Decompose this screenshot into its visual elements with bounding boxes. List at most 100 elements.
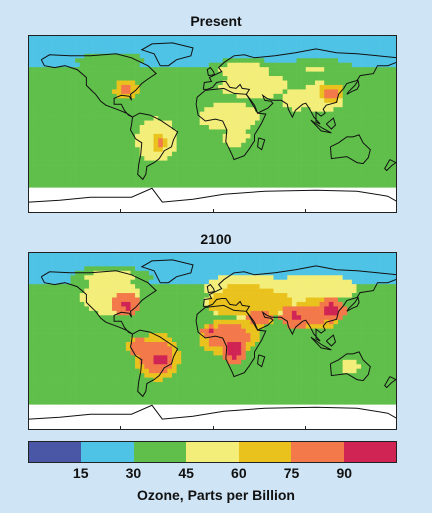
- ozone-cell: [301, 279, 307, 285]
- ozone-cell: [245, 275, 251, 280]
- ozone-cell: [176, 165, 182, 170]
- ozone-cell: [241, 138, 247, 144]
- ozone-cell: [338, 182, 343, 188]
- ozone-cell: [70, 261, 76, 267]
- ozone-cell: [319, 364, 325, 369]
- ozone-cell: [102, 288, 108, 294]
- ozone-cell: [38, 147, 44, 152]
- ozone-cell: [116, 165, 122, 170]
- ozone-cell: [278, 266, 283, 272]
- ozone-cell: [241, 350, 247, 356]
- ozone-cell: [38, 257, 44, 263]
- ozone-cell: [296, 386, 302, 392]
- ozone-cell: [121, 125, 127, 130]
- ozone-cell: [305, 173, 311, 179]
- ozone-cell: [333, 288, 339, 294]
- ozone-cell: [79, 284, 85, 289]
- ozone-cell: [135, 288, 140, 294]
- ozone-cell: [135, 364, 140, 369]
- ozone-cell: [56, 182, 62, 188]
- ozone-cell: [42, 182, 48, 188]
- ozone-cell: [125, 377, 131, 383]
- ozone-cell: [190, 275, 196, 280]
- ozone-cell: [61, 386, 67, 392]
- ozone-cell: [268, 44, 274, 50]
- ozone-cell: [287, 93, 293, 99]
- ozone-cell: [314, 53, 320, 59]
- ozone-cell: [171, 125, 177, 130]
- ozone-cell: [356, 169, 362, 175]
- ozone-cell: [282, 373, 288, 378]
- ozone-cell: [42, 178, 48, 184]
- ozone-cell: [204, 328, 210, 334]
- ozone-cell: [181, 182, 187, 188]
- ozone-cell: [70, 173, 76, 179]
- ozone-cell: [222, 160, 228, 166]
- ozone-cell: [88, 102, 94, 108]
- ozone-cell: [121, 36, 127, 41]
- ozone-cell: [291, 373, 297, 378]
- ozone-cell: [310, 293, 316, 298]
- ozone-cell: [47, 49, 53, 55]
- ozone-cell: [347, 84, 353, 90]
- ozone-cell: [351, 116, 357, 121]
- ozone-cell: [84, 399, 90, 405]
- ozone-cell: [199, 297, 205, 303]
- ozone-cell: [112, 89, 117, 95]
- ozone-cell: [88, 67, 94, 72]
- ozone-cell: [107, 165, 113, 170]
- ozone-cell: [65, 178, 71, 184]
- ozone-cell: [70, 253, 76, 258]
- ozone-cell: [305, 182, 311, 188]
- ozone-cell: [365, 89, 371, 95]
- ozone-cell: [324, 350, 330, 356]
- ozone-cell: [195, 266, 200, 272]
- ozone-cell: [176, 288, 182, 294]
- ozone-cell: [328, 328, 334, 334]
- ozone-cell: [379, 49, 385, 55]
- ozone-cell: [218, 275, 224, 280]
- ozone-cell: [42, 49, 48, 55]
- ozone-cell: [148, 102, 154, 108]
- ozone-cell: [93, 58, 99, 63]
- ozone-cell: [255, 89, 260, 95]
- ozone-cell: [305, 377, 311, 383]
- ozone-cell: [125, 319, 131, 325]
- ozone-cell: [33, 102, 39, 108]
- ozone-cell: [384, 173, 390, 179]
- ozone-cell: [38, 40, 44, 46]
- ozone-cell: [333, 138, 339, 144]
- ozone-cell: [33, 129, 39, 135]
- ozone-cell: [328, 165, 334, 170]
- ozone-cell: [255, 346, 260, 352]
- ozone-cell: [222, 253, 228, 258]
- ozone-cell: [310, 98, 316, 104]
- ozone-cell: [47, 342, 53, 347]
- ozone-cell: [393, 49, 396, 55]
- ozone-cell: [241, 120, 247, 126]
- ozone-cell: [190, 368, 196, 374]
- ozone-cell: [278, 71, 283, 77]
- ozone-cell: [153, 173, 159, 179]
- ozone-cell: [144, 147, 150, 152]
- ozone-cell: [338, 93, 343, 99]
- ozone-cell: [319, 93, 325, 99]
- ozone-cell: [384, 89, 390, 95]
- ozone-cell: [61, 279, 67, 285]
- ozone-cell: [361, 62, 367, 68]
- ozone-cell: [135, 342, 140, 347]
- ozone-cell: [328, 279, 334, 285]
- ozone-cell: [79, 151, 85, 157]
- ozone-cell: [268, 293, 274, 298]
- ozone-cell: [204, 399, 210, 405]
- ozone-cell: [342, 142, 348, 148]
- ozone-cell: [98, 275, 104, 280]
- ozone-cell: [84, 98, 90, 104]
- ozone-cell: [268, 288, 274, 294]
- ozone-cell: [236, 44, 242, 50]
- ozone-cell: [255, 297, 260, 303]
- ozone-cell: [347, 44, 353, 50]
- ozone-cell: [135, 266, 140, 272]
- ozone-cell: [218, 390, 224, 396]
- ozone-cell: [116, 306, 122, 312]
